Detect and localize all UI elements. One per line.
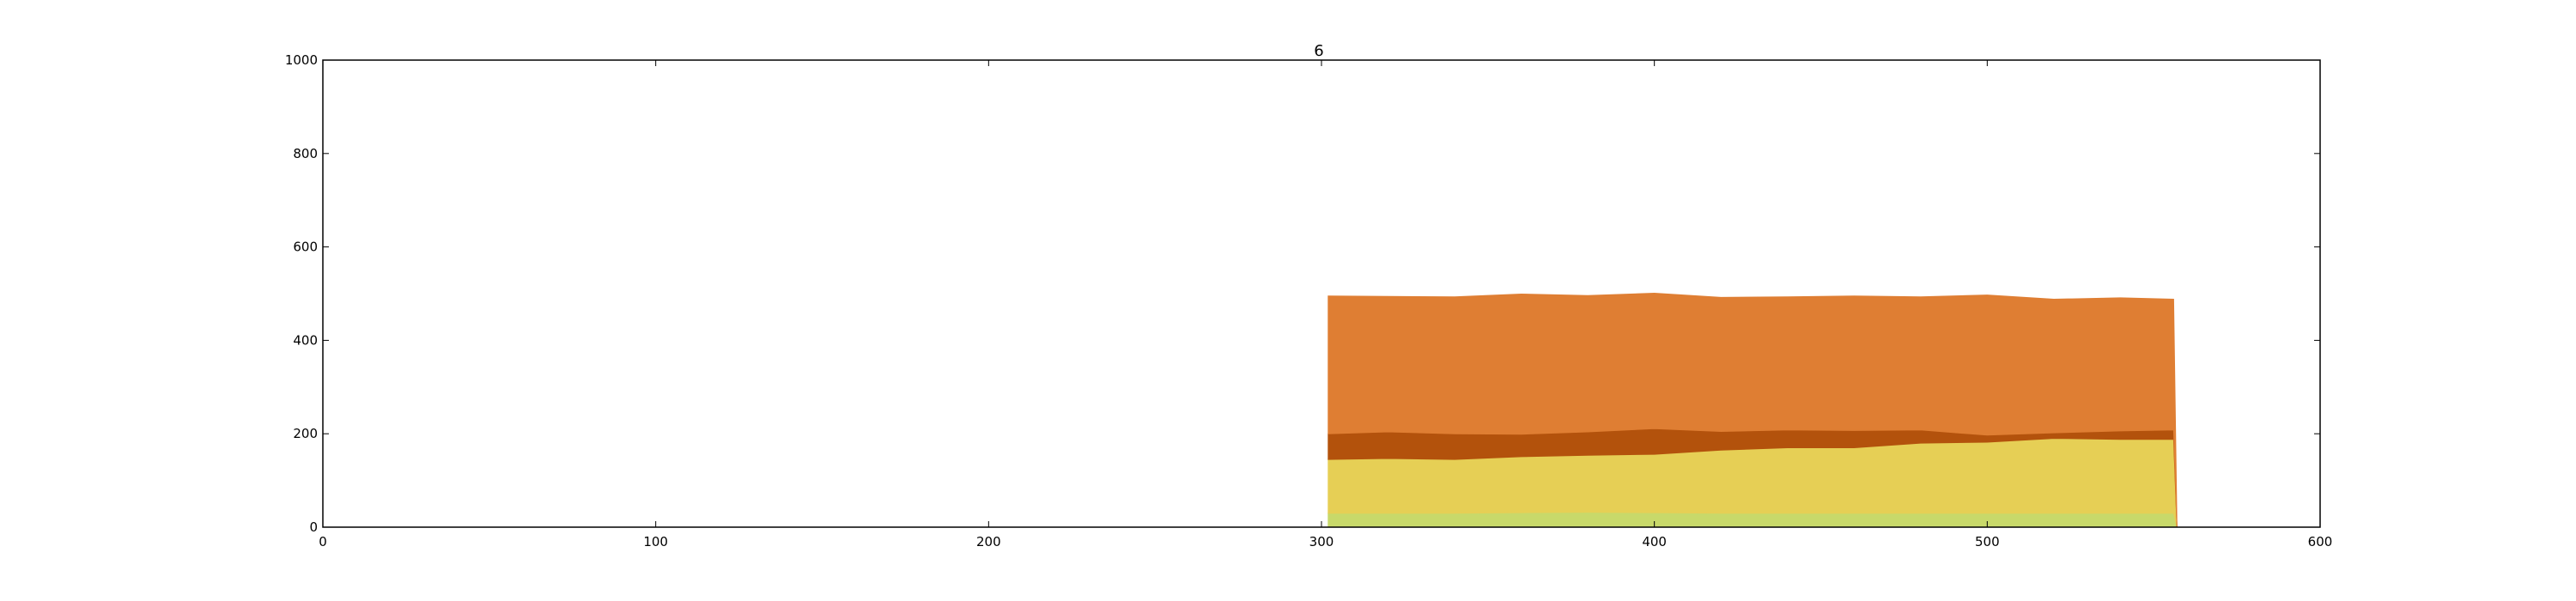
chart-title: 6 [1314,42,1323,60]
y-tick-label-600: 600 [293,240,318,255]
x-tick-label-200: 200 [976,534,1001,549]
area-series-1 [1327,512,2178,528]
x-tick-label-0: 0 [319,534,327,549]
y-tick-label-1000: 1000 [285,52,318,68]
x-tick-label-400: 400 [1642,534,1667,549]
y-tick-label-400: 400 [293,332,318,348]
x-tick-label-100: 100 [643,534,668,549]
area-series-4 [1327,292,2178,528]
y-tick-label-0: 0 [309,519,318,535]
axes-layer: 0 100 200 300 400 500 600 0 200 400 600 800 1000 [285,52,2333,549]
y-tick-label-800: 800 [293,146,318,161]
x-tick-label-500: 500 [1975,534,2000,549]
series-layer [1327,292,2178,528]
y-tick-label-200: 200 [293,426,318,441]
x-tick-label-300: 300 [1309,534,1334,549]
x-tick-label-600: 600 [2308,534,2333,549]
